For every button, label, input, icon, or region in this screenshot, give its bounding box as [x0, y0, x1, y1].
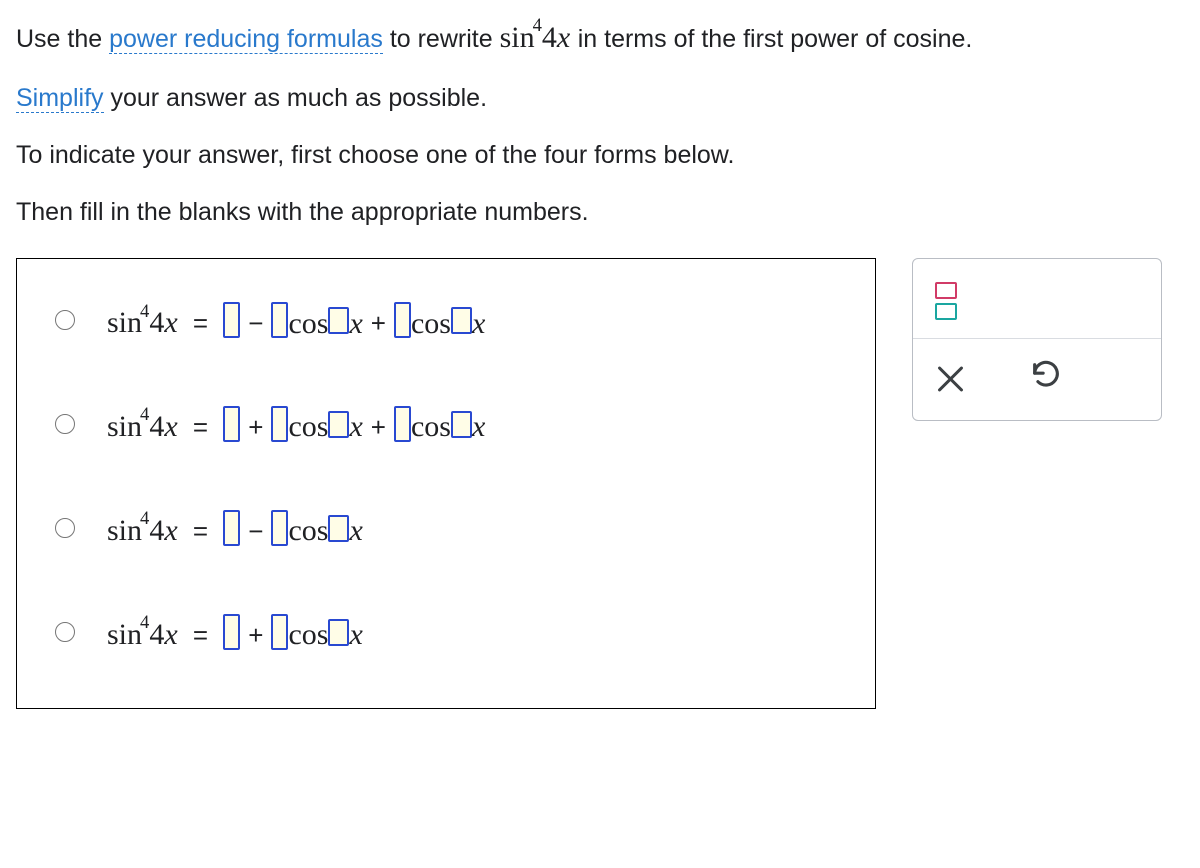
coefficient-blank[interactable] — [394, 406, 411, 442]
coefficient-blank[interactable] — [271, 302, 288, 338]
coefficient-blank[interactable] — [223, 614, 240, 650]
lhs: sin44x — [107, 306, 178, 339]
argument-blank[interactable] — [328, 515, 349, 542]
undo-icon[interactable] — [1029, 359, 1063, 400]
minus-sign: − — [240, 308, 271, 338]
coefficient-blank[interactable] — [223, 510, 240, 546]
power-reducing-formulas-link[interactable]: power reducing formulas — [109, 25, 383, 54]
option-expression-3: sin44x = −cosx — [107, 508, 363, 548]
variable-x: x — [349, 410, 362, 443]
tool-palette — [912, 258, 1162, 421]
option-expression-2: sin44x = +cosx+cosx — [107, 404, 485, 444]
cos-label: cos — [288, 306, 328, 339]
equals-sign: = — [178, 412, 224, 442]
coefficient-blank[interactable] — [271, 614, 288, 650]
close-icon[interactable] — [935, 364, 965, 394]
variable-x: x — [472, 410, 485, 443]
instruction-line-4: Then fill in the blanks with the appropr… — [16, 193, 1184, 232]
math-sin4-4x: sin44x — [500, 21, 578, 54]
fraction-button[interactable] — [935, 282, 957, 320]
equals-sign: = — [178, 620, 224, 650]
argument-blank[interactable] — [451, 411, 472, 438]
instruction-line-3: To indicate your answer, first choose on… — [16, 136, 1184, 175]
equals-sign: = — [178, 308, 224, 338]
argument-blank[interactable] — [328, 411, 349, 438]
option-radio-3[interactable] — [55, 518, 75, 538]
cos-label: cos — [411, 410, 451, 443]
coefficient-blank[interactable] — [223, 302, 240, 338]
coefficient-blank[interactable] — [271, 406, 288, 442]
option-expression-1: sin44x = −cosx+cosx — [107, 301, 485, 341]
option-row-4: sin44x = + cosx — [43, 612, 849, 652]
instruction-line-2: Simplify your answer as much as possible… — [16, 79, 1184, 118]
option-expression-4: sin44x = + cosx — [107, 612, 363, 652]
cos-label: cos — [288, 410, 328, 443]
option-row-1: sin44x = −cosx+cosx — [43, 301, 849, 341]
plus-sign: + — [240, 620, 271, 650]
text: your answer as much as possible. — [110, 84, 487, 112]
minus-sign: − — [240, 516, 271, 546]
fraction-numerator-icon — [935, 282, 957, 299]
plus-sign: + — [363, 308, 394, 338]
argument-blank[interactable] — [328, 307, 349, 334]
cos-label: cos — [288, 514, 328, 547]
text: to rewrite — [390, 25, 500, 53]
option-radio-2[interactable] — [55, 414, 75, 434]
coefficient-blank[interactable] — [271, 510, 288, 546]
option-row-2: sin44x = +cosx+cosx — [43, 404, 849, 444]
coefficient-blank[interactable] — [223, 406, 240, 442]
lhs: sin44x — [107, 410, 178, 443]
text: Use the — [16, 25, 109, 53]
lhs: sin44x — [107, 618, 178, 651]
argument-blank[interactable] — [451, 307, 472, 334]
variable-x: x — [472, 306, 485, 339]
variable-x: x — [349, 618, 362, 651]
cos-label: cos — [411, 306, 451, 339]
equals-sign: = — [178, 516, 224, 546]
text: in terms of the first power of cosine. — [578, 25, 973, 53]
answer-options-panel: sin44x = −cosx+cosxsin44x = +cosx+cosxsi… — [16, 258, 876, 709]
plus-sign: + — [363, 412, 394, 442]
argument-blank[interactable] — [328, 619, 349, 646]
cos-label: cos — [288, 618, 328, 651]
fraction-denominator-icon — [935, 303, 957, 320]
option-radio-1[interactable] — [55, 310, 75, 330]
variable-x: x — [349, 514, 362, 547]
option-row-3: sin44x = −cosx — [43, 508, 849, 548]
simplify-link[interactable]: Simplify — [16, 84, 104, 113]
plus-sign: + — [240, 412, 271, 442]
instruction-line-1: Use the power reducing formulas to rewri… — [16, 12, 1184, 61]
lhs: sin44x — [107, 514, 178, 547]
coefficient-blank[interactable] — [394, 302, 411, 338]
variable-x: x — [349, 306, 362, 339]
option-radio-4[interactable] — [55, 622, 75, 642]
